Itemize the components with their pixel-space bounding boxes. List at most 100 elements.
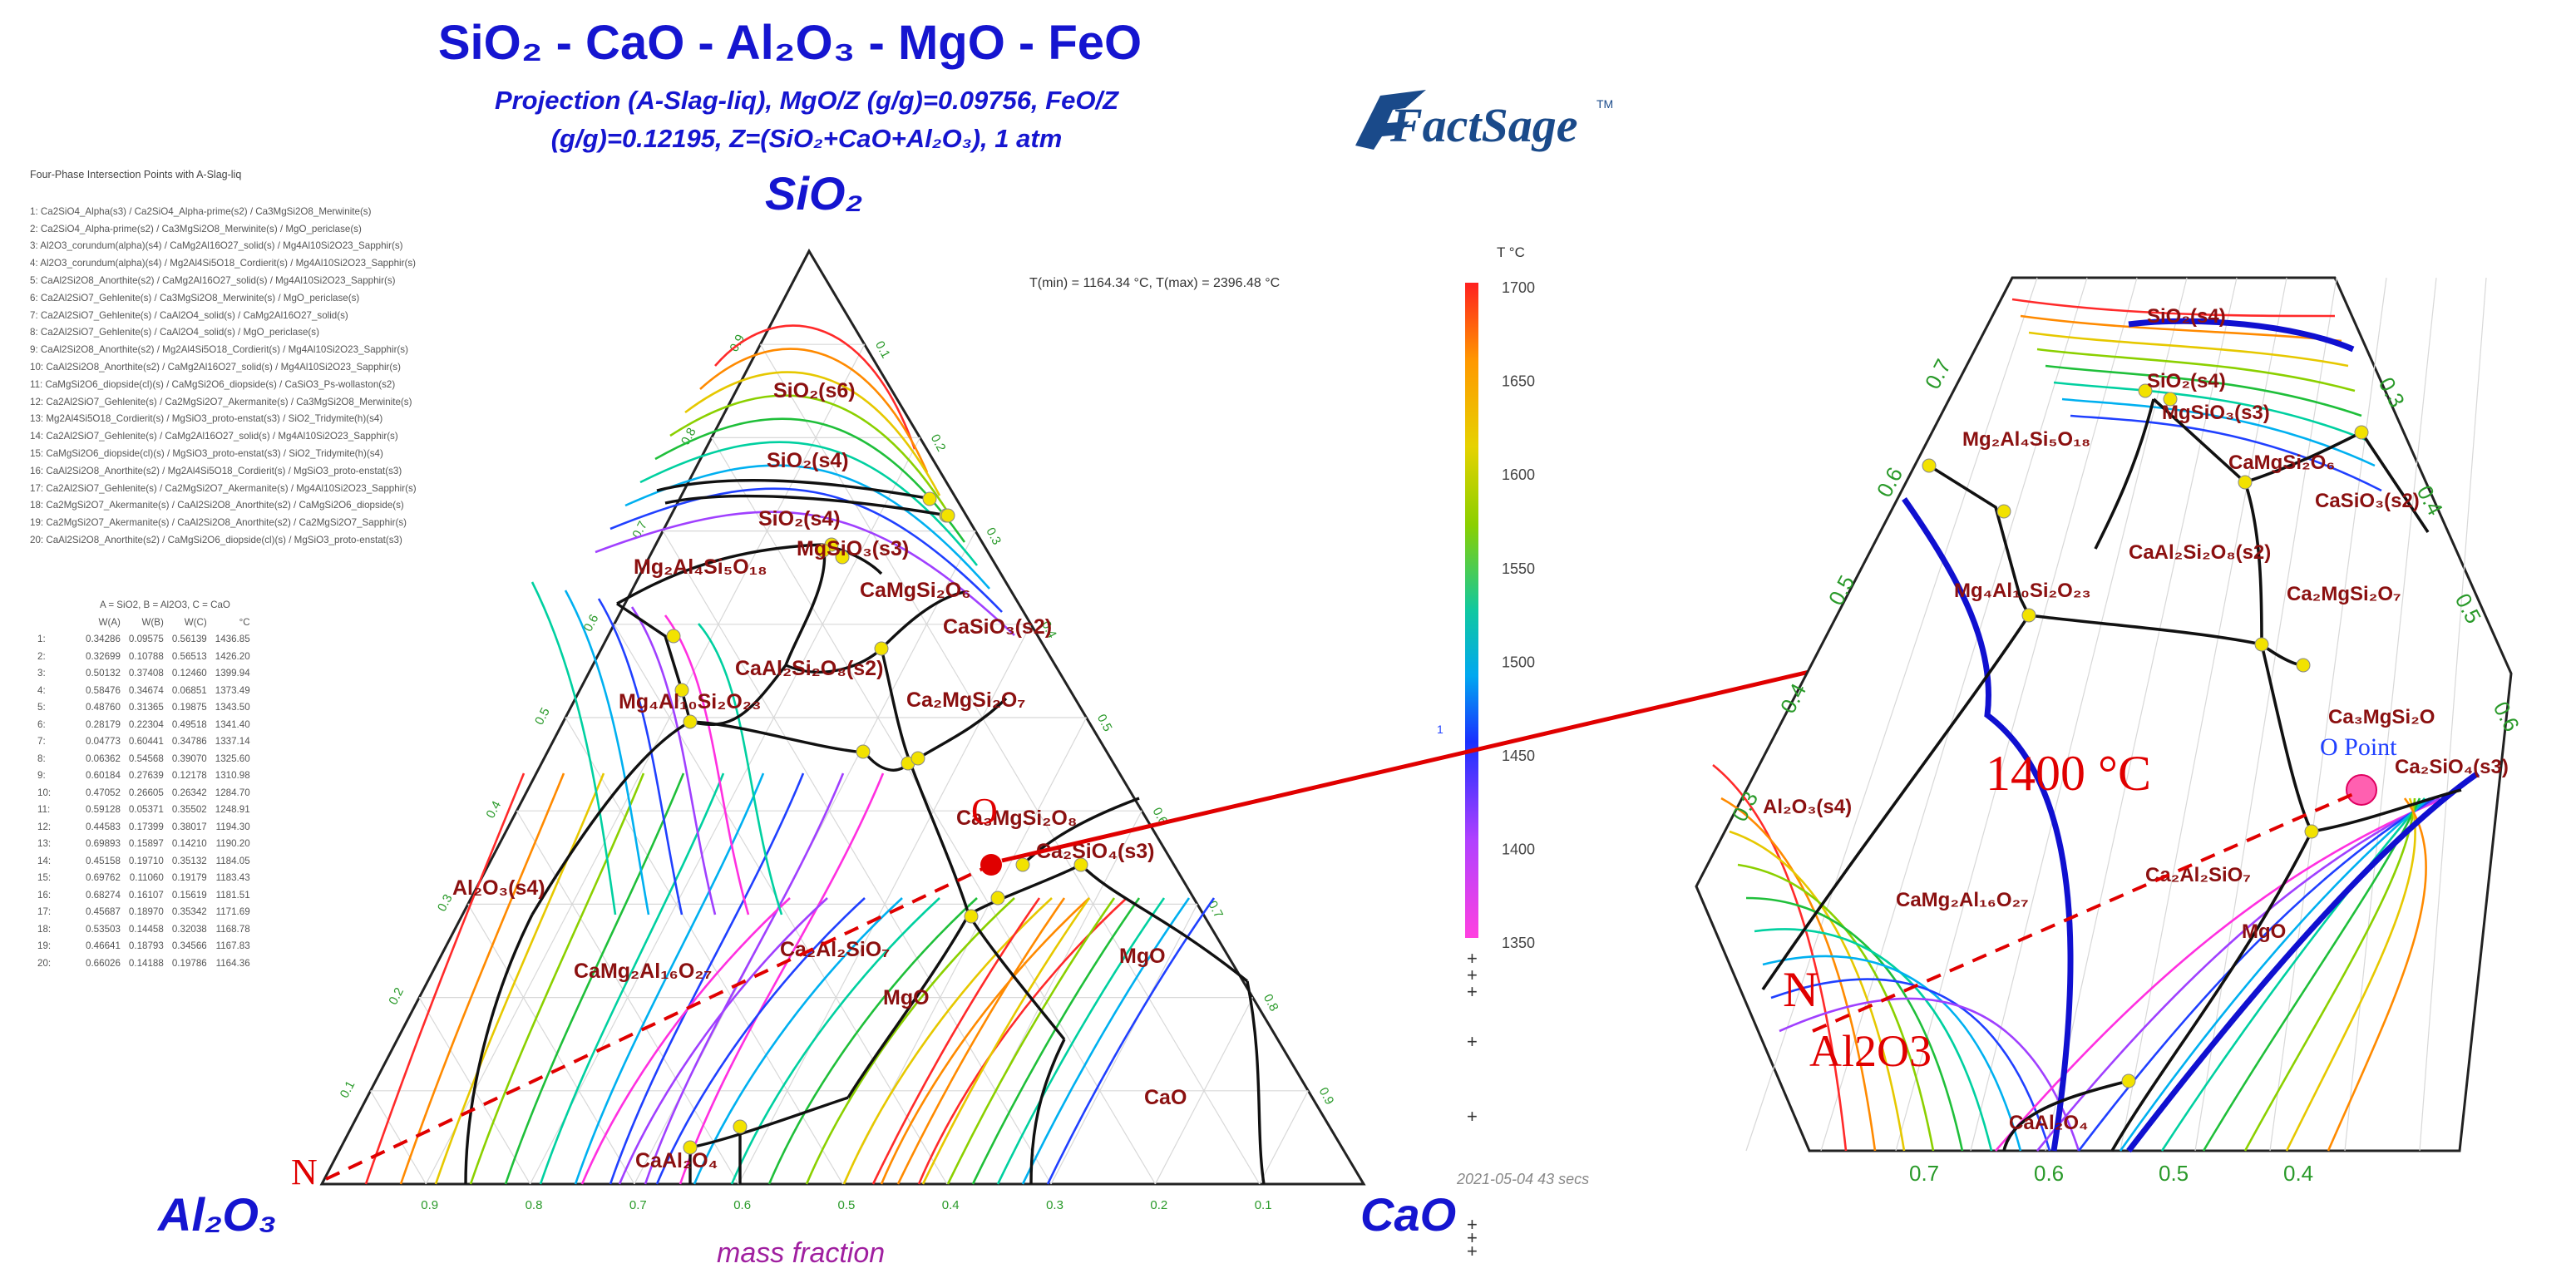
table-cell: 1183.43 <box>215 872 250 883</box>
phase-boundaries <box>464 478 1266 1185</box>
table-cell: 1184.05 <box>215 855 250 866</box>
zoom-boundary-line <box>1928 464 2031 616</box>
table-row: 4: 0.58476 0.34674 0.06851 1373.49 <box>33 683 254 700</box>
zoom-bottom-tick: 0.7 <box>1909 1161 1939 1186</box>
list-item: 7: Ca2Al2SiO7_Gehlenite(s) / CaAl2O4_sol… <box>30 309 348 321</box>
subtitle-line-2: (g/g)=0.12195, Z=(SiO₂+CaO+Al₂O₃), 1 atm <box>550 124 1063 153</box>
table-cell: 5: <box>37 702 46 713</box>
grid-line <box>467 904 635 1185</box>
table-row: 9: 0.60184 0.27639 0.12178 1310.98 <box>33 767 254 785</box>
grid-line <box>759 343 1261 1185</box>
table-cell: 0.22304 <box>128 718 164 730</box>
phase-label-mgo_a: MgO <box>883 986 930 1009</box>
table-row: 15: 0.69762 0.11060 0.19179 1183.43 <box>33 870 254 887</box>
bottom-tick-label: 0.1 <box>1255 1198 1272 1212</box>
table-cell: 20: <box>37 957 52 969</box>
intersection-point <box>733 1119 748 1134</box>
legend-tick-label: 1350 <box>1502 935 1535 951</box>
table-cell: 6: <box>37 718 46 730</box>
zoom-isotherm <box>1762 955 2022 1152</box>
table-cell: 0.19179 <box>171 872 207 883</box>
isotherm-curve <box>609 487 1003 613</box>
zoom-isotherm <box>2036 797 2440 1152</box>
table-cell: 7: <box>37 736 46 747</box>
table-cell: 1325.60 <box>215 753 250 764</box>
composition-table-grid: W(A) W(B) W(C) °C 1: 0.34286 0.09575 0.56139 14… <box>33 614 254 973</box>
list-item: 14: Ca2Al2SiO7_Gehlenite(s) / CaMg2Al16O… <box>30 431 398 442</box>
table-cell: 0.14188 <box>128 957 164 969</box>
boundary-line <box>909 762 970 915</box>
isotherm-curve <box>946 897 1116 1185</box>
table-cell: 0.10788 <box>128 650 164 662</box>
zoom-1400-isotherm <box>2126 771 2480 1153</box>
table-cell: 2: <box>37 650 46 662</box>
intersection-point <box>674 683 689 698</box>
phase-label-mg4al10si2o23: Mg₄Al₁₀Si₂O₂₃ <box>619 690 761 713</box>
table-cell: 12: <box>37 821 52 832</box>
table-cell: 0.58476 <box>86 684 121 696</box>
zoom-phase-label-sio2_s4: SiO₂(s4) <box>2147 370 2226 392</box>
zoom-phase-label-caal2si2o8: CaAl₂Si₂O₈(s2) <box>2129 541 2271 564</box>
isotherm-curve <box>434 772 605 1185</box>
zoom-intersection-point <box>2296 658 2311 673</box>
table-cell: 0.38017 <box>171 821 207 832</box>
right-tick-label: 0.5 <box>1094 712 1115 733</box>
table-cell: 0.32699 <box>86 650 121 662</box>
isotherm-curve <box>654 417 966 543</box>
list-item: 19: Ca2MgSi2O7_Akermanite(s) / CaAl2Si2O… <box>30 517 407 529</box>
intersection-point <box>683 1140 698 1155</box>
zoom-intersection-point <box>2163 392 2178 407</box>
phase-label-cao: CaO <box>1144 1086 1187 1109</box>
isotherm-curve <box>996 897 1166 1185</box>
zoom-intersection-point <box>2238 475 2253 490</box>
table-cell: 1341.40 <box>215 718 250 730</box>
intersection-points <box>666 491 1088 1155</box>
isotherm-curve <box>630 606 717 915</box>
boundary-line <box>616 543 824 605</box>
zoom-1400-isotherm <box>2128 318 2355 353</box>
zoom-phase-label-camg2al16o27: CaMg₂Al₁₆O₂₇ <box>1896 889 2029 911</box>
legend-tick-label: 1650 <box>1502 373 1535 390</box>
boundary-line <box>846 914 970 1098</box>
intersection-point <box>1015 857 1030 872</box>
zoom-isotherm <box>1720 797 1877 1152</box>
table-cell: 1310.98 <box>215 770 250 781</box>
table-cell: 0.06362 <box>86 753 121 764</box>
table-cell: 0.34286 <box>86 634 121 644</box>
table-cell: 16: <box>37 889 52 901</box>
phase-label-caal2si2o8: CaAl₂Si₂O₈(s2) <box>735 657 883 680</box>
boundary-line <box>1246 980 1266 1185</box>
bottom-tick-label: 0.7 <box>629 1198 647 1212</box>
left-tick-label: 0.5 <box>532 705 553 727</box>
table-row: 16: 0.68274 0.16107 0.15619 1181.51 <box>33 887 254 905</box>
phase-label-ca3mgsi2o8: Ca₃MgSi₂O₈ <box>956 807 1078 830</box>
zoom-phase-label-ca2mgsi2o7: Ca₂MgSi₂O₇ <box>2287 583 2401 605</box>
legend-tick-label: 1450 <box>1502 748 1535 764</box>
list-item: 16: CaAl2Si2O8_Anorthite(s2) / Mg2Al4Si5… <box>30 465 402 476</box>
zoom-boundary-line <box>2311 788 2462 833</box>
isotherm-curve <box>730 897 940 1185</box>
zoom-isotherm <box>2028 331 2349 368</box>
table-cell: 1190.20 <box>215 838 250 849</box>
zoom-intersection-point <box>2254 637 2269 652</box>
table-cell: 0.05371 <box>128 804 164 815</box>
table-cell: 0.34566 <box>171 940 207 951</box>
isotherm-curve <box>504 772 685 1185</box>
phase-label-sio2_s4_a: SiO₂(s4) <box>767 449 849 472</box>
grid-line <box>662 530 1052 1185</box>
table-cell: 0.66026 <box>86 957 121 969</box>
zoom-grid-line <box>2194 277 2337 1152</box>
table-cell: 0.09575 <box>128 634 164 644</box>
zoom-isotherm <box>1770 978 2051 1152</box>
boundary-line <box>689 664 787 726</box>
phase-label-casio3_s2: CaSiO₃(s2) <box>943 615 1052 639</box>
table-cell: 1194.30 <box>215 821 250 832</box>
figure-subtitle: Projection (A-Slag-liq), MgO/Z (g/g)=0.0… <box>349 81 1264 158</box>
phase-label-sio2_s6: SiO₂(s6) <box>773 379 856 402</box>
right-tick-label: 0.2 <box>928 432 949 454</box>
zoom-grid <box>1745 277 2487 1152</box>
legend-tick-label: 1500 <box>1502 654 1535 670</box>
table-cell: 0.39070 <box>171 753 207 764</box>
